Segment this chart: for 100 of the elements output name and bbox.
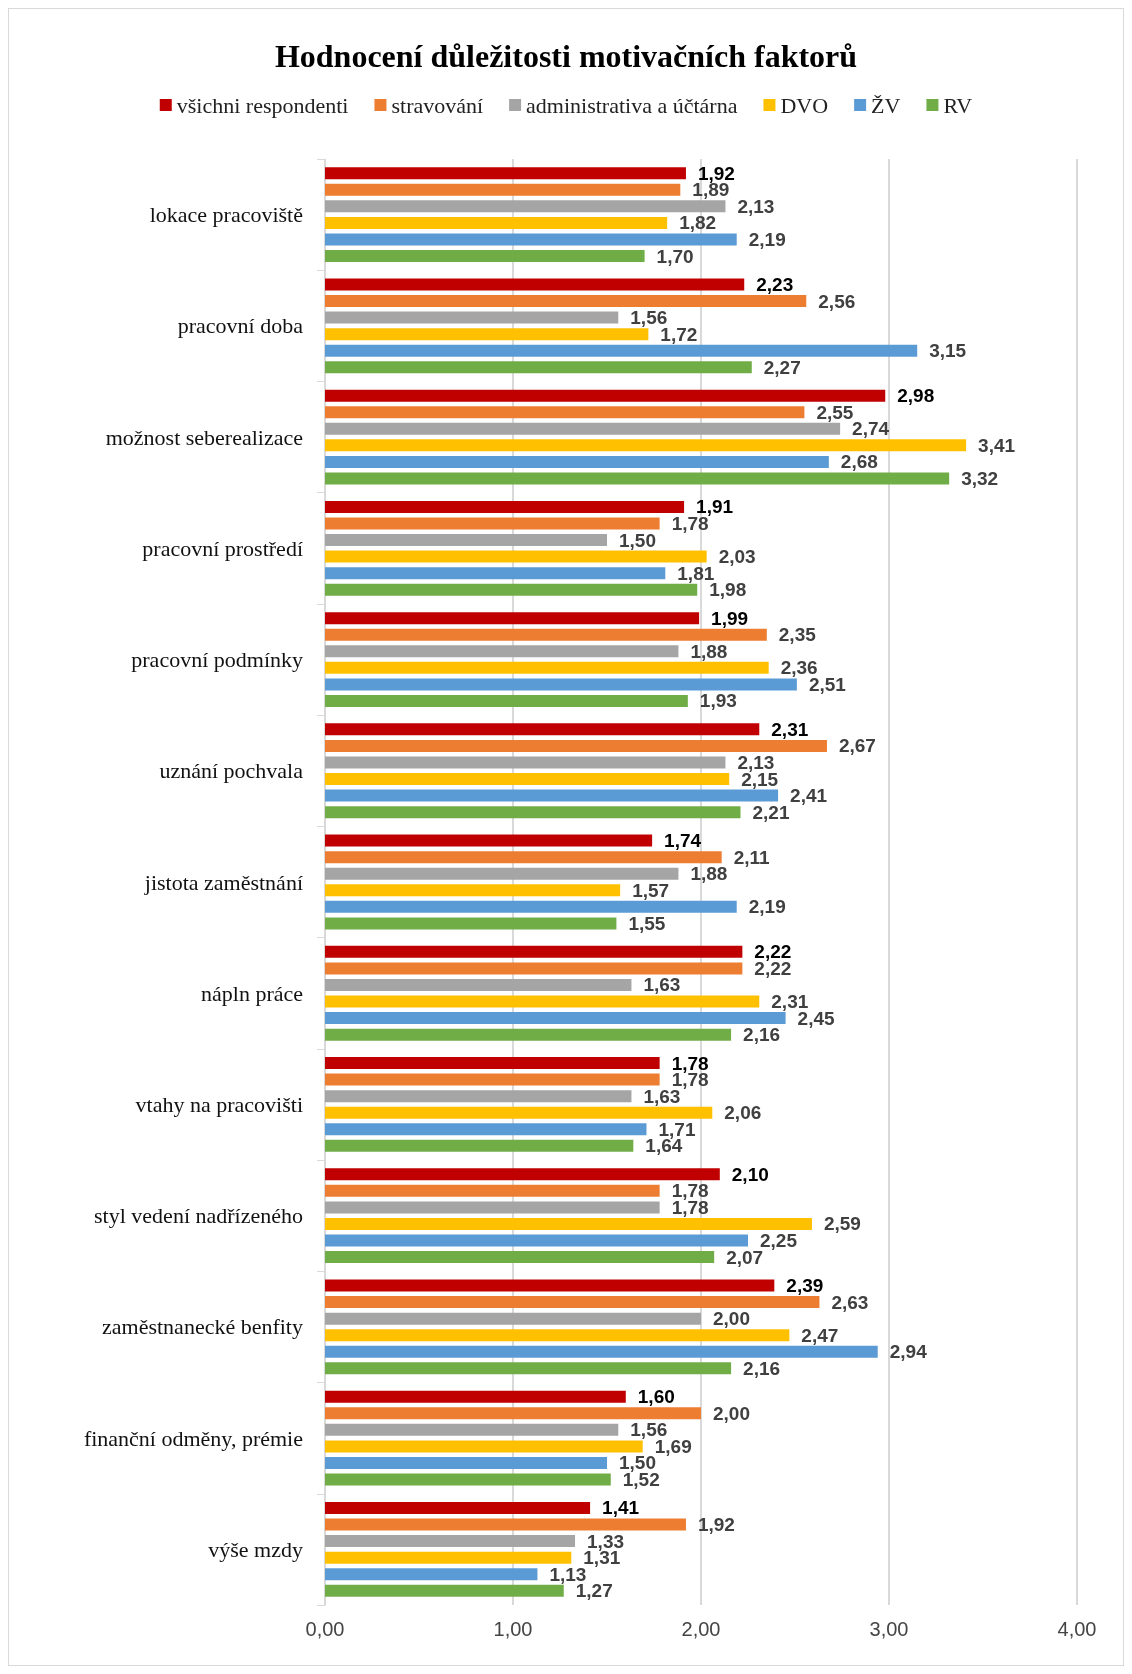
bar [325,167,686,180]
bar [325,1057,660,1070]
bar [325,500,685,513]
bar [325,978,632,991]
data-label: 2,16 [743,1357,781,1379]
bar [325,1279,775,1292]
bar [325,439,967,452]
bar [325,945,743,958]
data-label: 2,16 [743,1024,781,1046]
bar [325,389,886,402]
data-label: 2,55 [816,401,854,423]
data-label: 2,11 [733,846,771,868]
bar [325,834,653,847]
bar [325,773,730,786]
bar [325,1184,660,1197]
bar [325,1251,715,1264]
data-label: 1,57 [632,879,670,901]
bar [325,962,743,975]
data-label: 1,88 [690,863,728,885]
bar [325,1407,701,1420]
bar [325,183,681,196]
bar [325,534,607,547]
bar [325,851,722,864]
y-tick-label: finanční odměny, prémie [83,1425,303,1451]
data-label: 1,50 [619,529,656,551]
bar [325,583,698,596]
bar [325,1440,643,1453]
data-label: 3,15 [929,340,967,362]
bar [325,884,621,897]
bar [325,645,679,658]
y-tick-label: pracovní doba [177,313,304,339]
data-label: 2,00 [713,1308,750,1330]
data-label: 2,68 [840,451,878,473]
bar [325,661,769,674]
legend-label: ŽV [871,92,901,118]
bar [325,723,760,736]
x-tick-label: 2,00 [681,1618,721,1640]
data-label: 3,41 [978,434,1016,456]
bar [325,455,829,468]
bar [325,216,668,229]
data-label: 1,50 [619,1452,656,1474]
data-label: 1,70 [656,245,694,267]
bar [325,628,767,641]
data-label: 3,32 [961,467,999,489]
bar [325,1201,660,1214]
bar [325,1217,812,1230]
bar [325,278,745,291]
bar [325,1423,619,1436]
bar [325,806,741,819]
data-label: 1,99 [711,607,749,629]
bar [325,1551,572,1564]
bar [325,1329,790,1342]
data-label: 2,03 [718,546,756,568]
y-tick-label: pracovní prostředí [142,535,303,561]
bar [325,1012,786,1025]
legend-label: všichni respondenti [176,92,349,118]
bar [325,1123,647,1136]
bar [325,900,737,913]
data-label: 2,21 [752,801,790,823]
bar [325,612,700,625]
data-label: 2,23 [756,273,794,295]
legend-label: stravování [391,92,484,118]
data-label: 2,35 [778,624,817,646]
bar [325,1518,686,1531]
bar [325,917,617,930]
bar [325,550,707,563]
x-tick-label: 1,00 [493,1618,533,1640]
y-tick-label: výše mzdy [208,1536,303,1562]
data-label: 1,82 [679,212,717,234]
data-label: 1,88 [690,640,728,662]
y-tick-label: zaměstnanecké benfity [102,1314,303,1340]
bar [325,311,619,324]
data-label: 2,59 [823,1213,861,1235]
chart-title: Hodnocení důležitosti motivačních faktorů [274,38,858,74]
bar [325,1362,732,1375]
bar [325,1501,591,1514]
y-tick-label: uznání pochvala [159,758,304,784]
bar [325,694,688,707]
bar [325,1234,748,1247]
bar [325,472,950,485]
bar [325,678,797,691]
y-tick-label: styl vedení nadřízeného [94,1203,303,1229]
bar [325,756,726,769]
data-label: 1,41 [602,1497,640,1519]
data-label: 2,06 [724,1102,762,1124]
bar [325,1568,538,1581]
legend-label: administrativa a účtárna [526,92,738,118]
legend-label: RV [943,92,973,118]
data-label: 2,00 [713,1402,750,1424]
bar [325,1584,564,1597]
bar [325,1345,878,1358]
x-tick-label: 3,00 [869,1618,909,1640]
bar [325,250,645,263]
y-tick-label: vtahy na pracovišti [135,1091,303,1117]
bar [325,867,679,880]
bar [325,200,726,213]
bar [325,739,827,752]
x-tick-label: 0,00 [305,1618,345,1640]
data-label: 1,63 [643,1085,681,1107]
data-label: 1,55 [628,912,666,934]
